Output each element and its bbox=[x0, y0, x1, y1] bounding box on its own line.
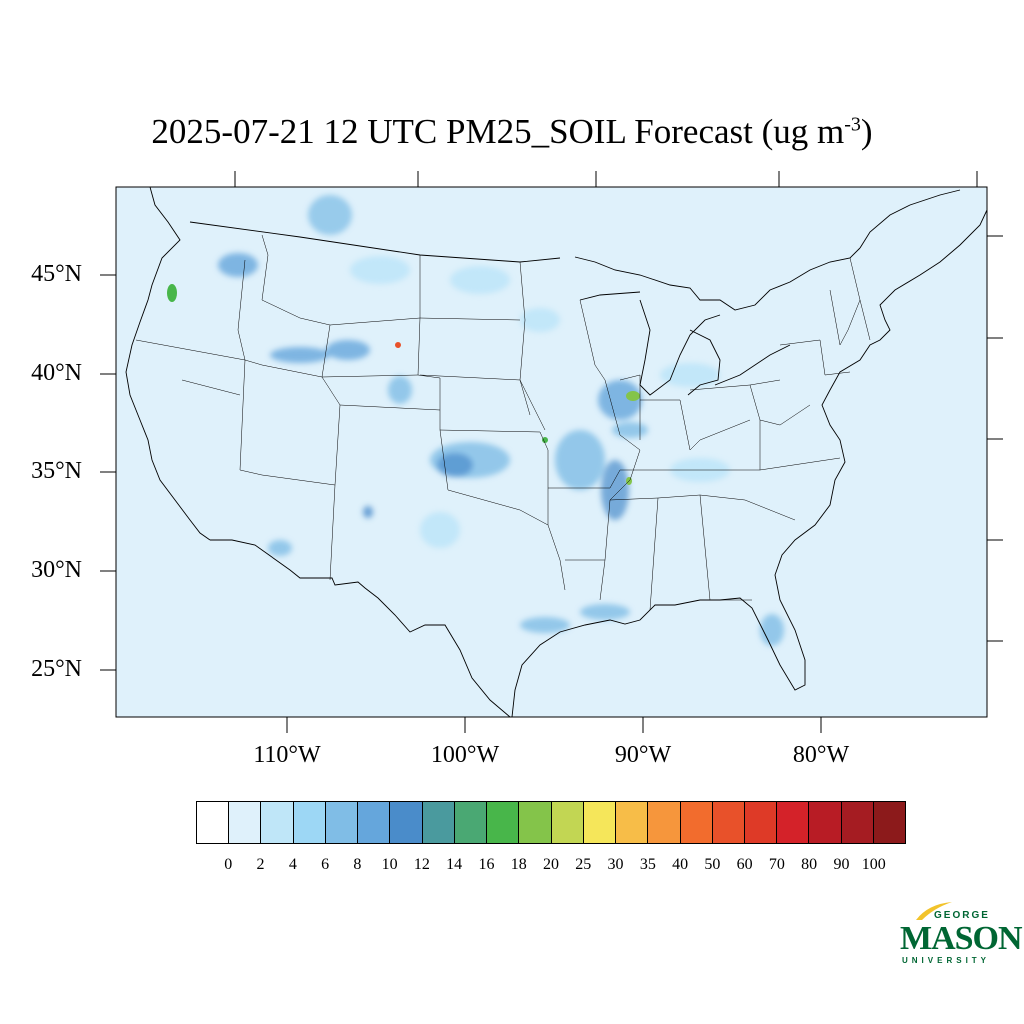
state-borders bbox=[135, 234, 871, 611]
right-ticks bbox=[987, 235, 1003, 642]
colorbar-tick-label: 90 bbox=[833, 856, 850, 873]
colorbar-box bbox=[616, 802, 649, 843]
colorbar-box bbox=[648, 802, 681, 843]
colorbar-tick-label: 4 bbox=[288, 856, 297, 873]
colorbar-box bbox=[712, 802, 745, 843]
title-exponent: -3 bbox=[844, 113, 861, 136]
colorbar-box bbox=[325, 802, 359, 843]
colorbar-box bbox=[358, 802, 391, 843]
colorbar-box bbox=[809, 802, 842, 843]
lon-label-100w: 100°W bbox=[430, 742, 500, 768]
title-text: 2025-07-21 12 UTC PM25_SOIL Forecast (ug… bbox=[151, 112, 845, 151]
colorbar-tick-label: 70 bbox=[768, 856, 785, 873]
colorbar-box bbox=[680, 802, 713, 843]
colorbar-tick-label: 60 bbox=[736, 856, 753, 873]
colorbar-tick-label: 0 bbox=[224, 856, 233, 873]
colorbar-tick-label: 14 bbox=[446, 856, 463, 873]
colorbar-tick-label: 18 bbox=[510, 856, 527, 873]
colorbar-tick-label: 10 bbox=[381, 856, 398, 873]
colorbar-tick-label: 35 bbox=[639, 856, 656, 873]
lat-label-35: 35°N bbox=[31, 458, 82, 484]
colorbar-box bbox=[583, 802, 617, 843]
colorbar-box bbox=[744, 802, 778, 843]
high-concentration-spots bbox=[167, 284, 640, 485]
colorbar-box bbox=[777, 802, 810, 843]
colorbar-tick-label: 25 bbox=[575, 856, 592, 873]
colorbar-box bbox=[873, 802, 906, 843]
logo-top-text: GEORGE bbox=[934, 910, 990, 921]
colorbar-tick-label: 2 bbox=[256, 856, 265, 873]
colorbar-tick-label: 40 bbox=[672, 856, 689, 873]
lon-label-110w: 110°W bbox=[253, 742, 321, 768]
concentration-field bbox=[218, 195, 784, 646]
colorbar-box bbox=[422, 802, 455, 843]
colorbar-box bbox=[551, 802, 584, 843]
colorbar-box bbox=[197, 802, 230, 843]
logo-bottom-text: UNIVERSITY bbox=[902, 956, 991, 965]
colorbar bbox=[196, 801, 906, 844]
left-ticks bbox=[100, 274, 116, 671]
title-close: ) bbox=[860, 112, 873, 151]
lat-label-45: 45°N bbox=[31, 261, 82, 287]
map-frame bbox=[115, 186, 988, 718]
lat-label-30: 30°N bbox=[31, 557, 82, 583]
colorbar-box bbox=[390, 802, 423, 843]
colorbar-tick-label: 30 bbox=[607, 856, 624, 873]
colorbar-tick-label: 20 bbox=[543, 856, 559, 873]
colorbar-tick-label: 8 bbox=[353, 856, 362, 873]
colorbar-tick-label: 100 bbox=[861, 856, 886, 873]
bottom-ticks bbox=[286, 717, 822, 733]
top-ticks bbox=[234, 171, 978, 187]
colorbar-tick-label: 50 bbox=[704, 856, 721, 873]
gmu-logo: GEORGE MASON UNIVERSITY bbox=[898, 900, 1023, 970]
colorbar-tick-label: 80 bbox=[801, 856, 818, 873]
colorbar-box bbox=[261, 802, 294, 843]
lon-label-90w: 90°W bbox=[614, 742, 672, 768]
map-title: 2025-07-21 12 UTC PM25_SOIL Forecast (ug… bbox=[0, 112, 1024, 152]
logo-swoosh-icon bbox=[916, 902, 952, 920]
colorbar-box bbox=[519, 802, 552, 843]
lat-label-40: 40°N bbox=[31, 360, 82, 386]
colorbar-tick-label: 6 bbox=[321, 856, 330, 873]
logo-middle-text: MASON bbox=[900, 920, 1023, 957]
colorbar-box bbox=[293, 802, 326, 843]
colorbar-tick-label: 16 bbox=[478, 856, 495, 873]
colorbar-box bbox=[454, 802, 488, 843]
colorbar-tick-label: 12 bbox=[413, 856, 430, 873]
lon-label-80w: 80°W bbox=[792, 742, 850, 768]
colorbar-box bbox=[487, 802, 520, 843]
colorbar-box bbox=[229, 802, 262, 843]
lat-label-25: 25°N bbox=[31, 656, 82, 682]
colorbar-box bbox=[841, 802, 874, 843]
